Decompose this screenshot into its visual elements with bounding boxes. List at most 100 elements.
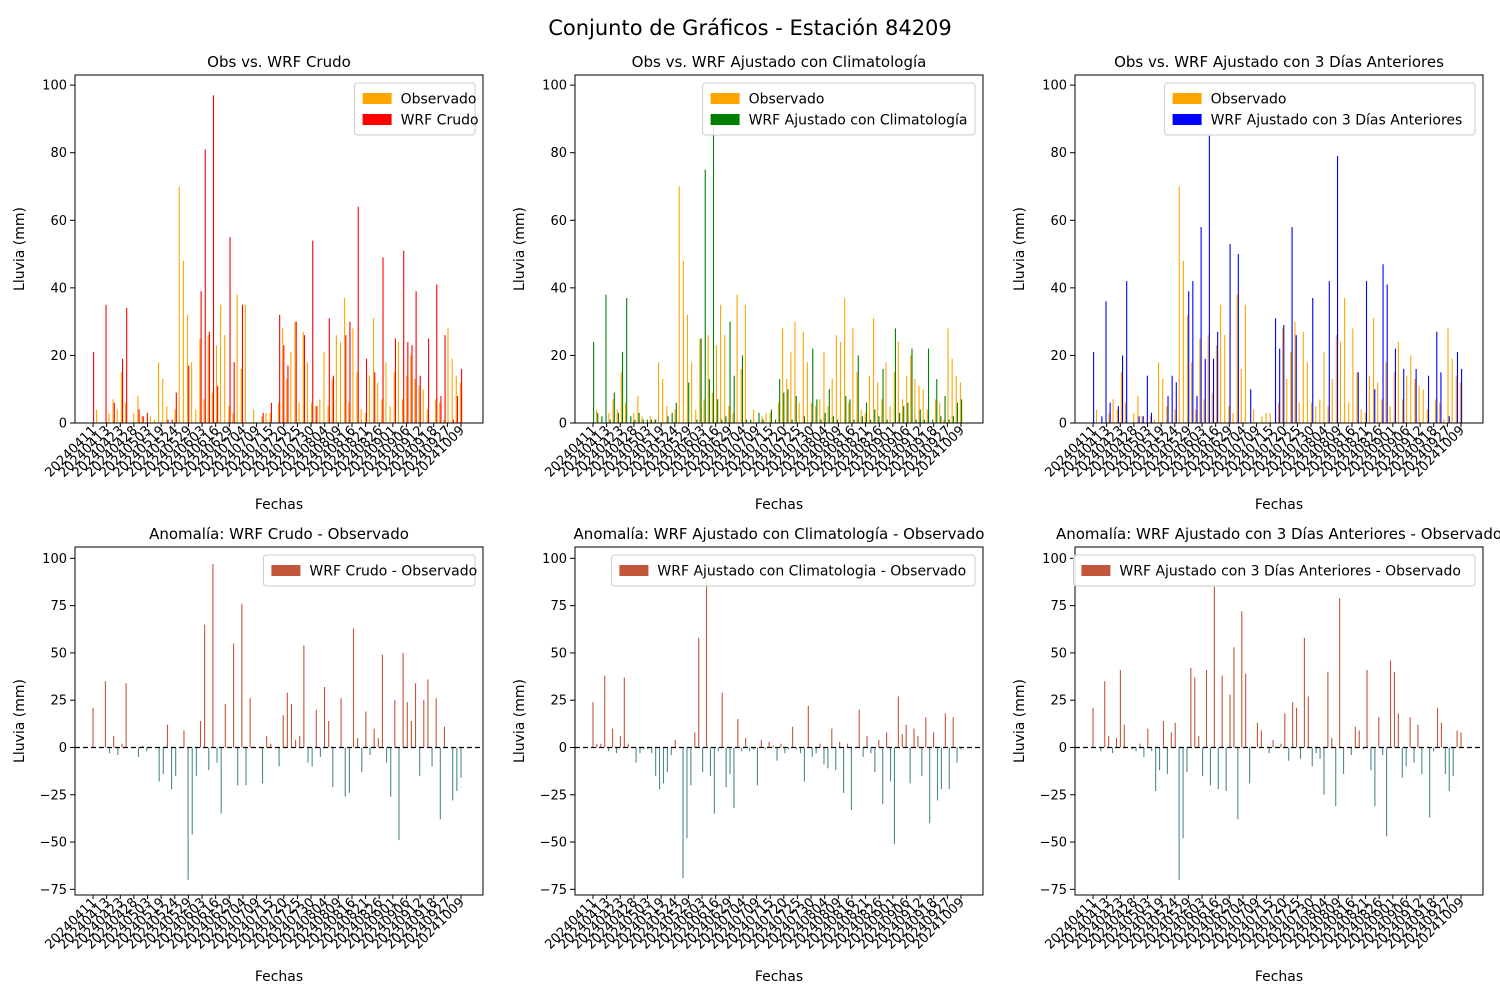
wrf-bar [419, 375, 421, 423]
observado-bar [769, 412, 771, 423]
observado-bar [674, 409, 676, 423]
anomaly-bar [1303, 637, 1305, 748]
anomaly-bar [1460, 732, 1462, 748]
anomaly-bar [893, 747, 895, 844]
wrf-bar [113, 402, 115, 423]
observado-bar [269, 412, 271, 423]
wrf-bar [1126, 281, 1128, 423]
legend-swatch [710, 114, 740, 125]
wrf-bar [1291, 227, 1293, 423]
anomaly-bar [166, 724, 168, 748]
chart-obs-vs-wrf-crudo: Obs vs. WRF Crudo02040608010020240411202… [12, 53, 484, 513]
observado-bar [435, 399, 437, 423]
anomaly-bar [1370, 747, 1372, 771]
y-tick-label: 25 [50, 694, 67, 709]
anomaly-bar [328, 721, 330, 748]
observado-bar [1191, 362, 1193, 423]
anomaly-bar [878, 739, 880, 748]
anomaly-bar [1237, 747, 1239, 820]
wrf-bar [287, 365, 289, 423]
anomaly-bar [811, 747, 813, 757]
wrf-bar [1365, 281, 1368, 423]
observado-bar [637, 395, 639, 423]
legend-label: WRF Ajustado con Climatologia - Observad… [657, 564, 966, 580]
panel-title: Obs vs. WRF Crudo [207, 53, 351, 71]
plot-frame [574, 546, 984, 896]
wrf-bar [303, 335, 306, 423]
observado-bar [364, 412, 366, 423]
observado-bar [381, 399, 383, 423]
anomaly-bar [1397, 713, 1399, 748]
observado-bar [1410, 355, 1412, 423]
wrf-bar [849, 399, 851, 423]
anomaly-bar [311, 747, 313, 767]
anomaly-bar [104, 681, 106, 748]
legend [702, 82, 976, 136]
wrf-bar [208, 331, 210, 423]
observado-bar [124, 402, 127, 423]
y-tick-label: −50 [540, 836, 567, 851]
anomaly-bar [1260, 730, 1262, 748]
observado-bar [823, 352, 825, 423]
y-tick-label: 100 [42, 79, 67, 94]
observado-bar [1459, 382, 1461, 423]
wrf-bar [1456, 352, 1459, 423]
anomaly-bar [278, 747, 280, 767]
anomaly-bar [866, 736, 868, 748]
legend-label: WRF Crudo [401, 113, 479, 129]
y-tick-label: 60 [1050, 214, 1067, 229]
anomaly-bar [1178, 747, 1180, 880]
anomaly-bar [674, 739, 676, 748]
observado-bar [443, 419, 445, 423]
observado-bar [951, 358, 953, 423]
anomaly-bar [1143, 747, 1145, 757]
observado-bar [881, 399, 883, 423]
anomaly-bar [121, 743, 123, 748]
observado-bar [620, 372, 622, 423]
anomaly-bar [435, 698, 437, 748]
anomaly-bar [772, 745, 774, 748]
anomaly-bar [1433, 747, 1435, 752]
wrf-bar [1109, 402, 1111, 423]
observado-bar [1344, 297, 1346, 423]
observado-bar [1356, 372, 1358, 423]
wrf-bar [646, 419, 648, 423]
wrf-bar [733, 375, 735, 423]
observado-bar [720, 304, 722, 423]
anomaly-bar [623, 677, 625, 748]
wrf-bar [845, 395, 847, 423]
wrf-bar [171, 419, 173, 423]
y-tick-label: 25 [1050, 694, 1067, 709]
anomaly-bar [1268, 747, 1270, 754]
y-tick-label: 0 [1059, 417, 1067, 432]
wrf-bar [1274, 318, 1277, 423]
wrf-bar [93, 352, 95, 423]
observado-bar [1360, 409, 1362, 423]
observado-bar [141, 416, 143, 423]
observado-bar [1253, 409, 1255, 423]
anomaly-bar [717, 747, 719, 752]
anomaly-bar [1296, 707, 1298, 748]
y-axis-label: Lluvia (mm) [12, 679, 28, 763]
wrf-bar [1200, 227, 1202, 423]
observado-bar [348, 402, 350, 423]
wrf-bar [903, 406, 905, 423]
observado-bar [736, 294, 738, 423]
anomaly-bar [1194, 677, 1196, 748]
observado-bar [133, 412, 135, 423]
observado-bar [1302, 331, 1304, 423]
anomaly-bar [324, 686, 326, 748]
observado-bar [261, 416, 263, 423]
observado-bar [1315, 406, 1317, 423]
anomaly-bar [1225, 747, 1227, 791]
anomaly-bar [721, 692, 723, 748]
anomaly-bar [803, 747, 805, 782]
observado-bar [323, 352, 325, 423]
anomaly-bar [1135, 747, 1137, 752]
y-tick-label: 75 [50, 599, 67, 614]
wrf-bar [1440, 372, 1442, 423]
anomaly-bar [596, 743, 598, 748]
observado-bar [253, 409, 255, 423]
anomaly-bar [406, 702, 408, 748]
wrf-bar [1117, 406, 1119, 423]
